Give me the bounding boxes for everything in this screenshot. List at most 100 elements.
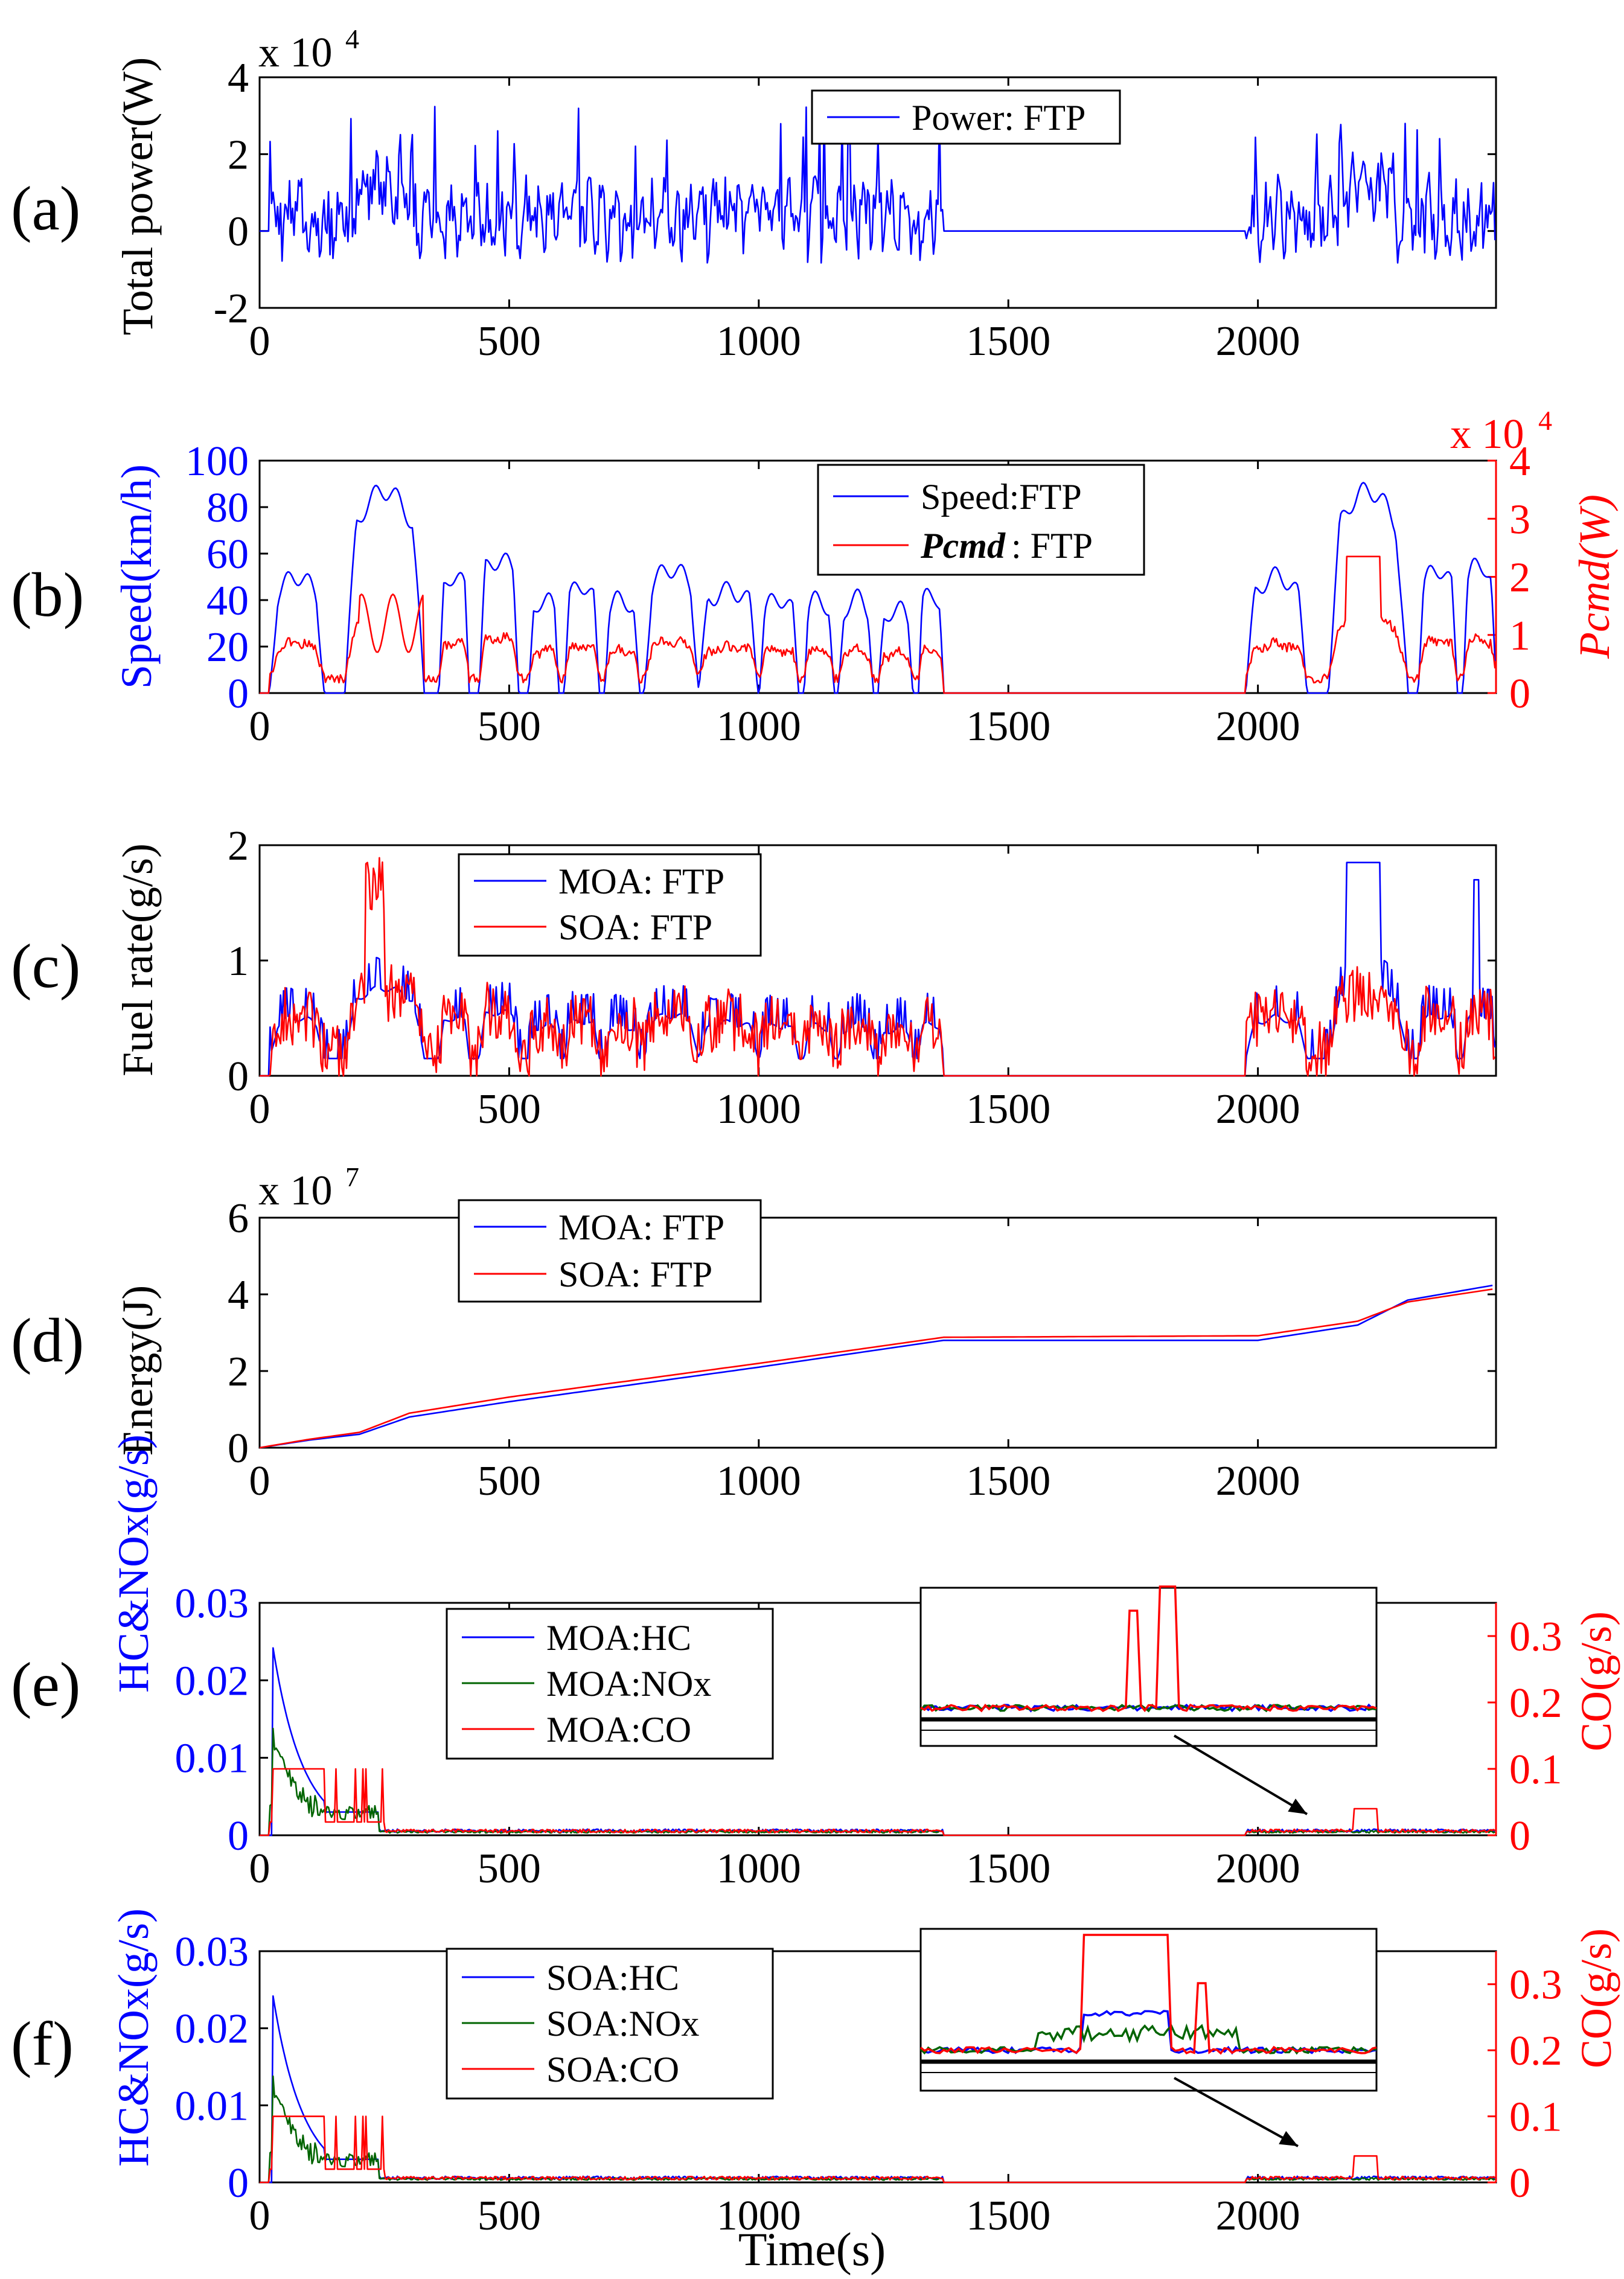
legend-label-hc-f: SOA:HC: [546, 1958, 679, 1998]
y-axis-label-a: Total power(W): [113, 57, 162, 336]
x-tick-label-c-1: 500: [478, 1086, 541, 1133]
y-tick-label-f-1: 0.01: [175, 2083, 249, 2129]
series-line-b-1: [260, 555, 1496, 694]
x-tick-label-d-0: 0: [249, 1458, 270, 1504]
y-tick-label-e-0: 0: [228, 1813, 249, 1859]
x-tick-label-b-3: 1500: [966, 703, 1050, 750]
y-tick-label-c-0: 0: [228, 1053, 249, 1100]
legend-a: Power: FTP: [811, 89, 1121, 145]
inset-arrow-head-e: [1288, 1798, 1307, 1814]
x-tick-label-a-4: 2000: [1216, 318, 1300, 365]
y-multiplier-exp-a: 4: [345, 24, 359, 54]
x-tick-label-f-1: 500: [478, 2193, 541, 2239]
y-tick-label-f-0: 0: [228, 2160, 249, 2207]
panel-a: (a) Total power(W) x 10 4 0 500 1000 1500 20…: [11, 24, 1497, 365]
y-tick-label-a-2: 2: [228, 132, 249, 178]
x-tick-label-a-1: 500: [478, 318, 541, 365]
x-tick-label-e-1: 500: [478, 1846, 541, 1892]
y-tick-label-e-3: 0.03: [175, 1581, 249, 1627]
y2-multiplier-exp-b: 4: [1538, 405, 1552, 436]
y2-tick-label-e-0: 0: [1509, 1813, 1530, 1859]
legend-label-co-f: SOA:CO: [546, 2050, 679, 2089]
y2-tick-label-b-2: 2: [1509, 555, 1530, 601]
x-tick-label-e-4: 2000: [1216, 1846, 1300, 1892]
y2-tick-label-b-1: 1: [1509, 613, 1530, 659]
y-multiplier-d: x 10: [258, 1168, 333, 1214]
inset-arrow-line-f: [1174, 2077, 1299, 2147]
series-line-f-2: [260, 2115, 1496, 2184]
legend-label-moa-c: MOA: FTP: [558, 861, 724, 901]
x-tick-label-d-4: 2000: [1216, 1458, 1300, 1504]
legend-f: SOA:HC SOA:NOx SOA:CO: [446, 1948, 774, 2100]
panel-label-a: (a): [11, 174, 80, 243]
x-tick-label-f-0: 0: [249, 2193, 270, 2239]
series-line-d-0: [259, 1284, 1493, 1449]
series-line-b-0: [260, 482, 1496, 694]
x-tick-label-d-2: 1000: [717, 1458, 801, 1504]
y2-tick-label-e-3: 0.3: [1509, 1614, 1562, 1660]
series-line-f-1: [260, 2075, 1495, 2184]
y-tick-label-f-3: 0.03: [175, 1929, 249, 1975]
x-tick-label-e-3: 1500: [966, 1846, 1050, 1892]
plot-area-f: 0 500 1000 1500 2000 0 0.01 0.02 0.03 0 0.1 0.2 0.3: [175, 1929, 1562, 2239]
legend-label-power: Power: FTP: [912, 98, 1085, 138]
x-tick-label-c-2: 1000: [717, 1086, 801, 1133]
legend-label-hc-e: MOA:HC: [546, 1618, 691, 1658]
x-tick-label-f-3: 1500: [966, 2193, 1050, 2239]
y-tick-label-b-5: 100: [185, 438, 249, 485]
legend-box-d: [458, 1199, 762, 1303]
y-tick-label-b-4: 80: [206, 485, 249, 531]
y-tick-label-e-1: 0.01: [175, 1736, 249, 1782]
legend-label-pcmd-rest: : FTP: [1011, 526, 1093, 566]
x-tick-label-c-3: 1500: [966, 1086, 1050, 1133]
y-tick-label-b-3: 60: [206, 531, 249, 578]
x-tick-label-a-0: 0: [249, 318, 270, 365]
y-tick-label-b-0: 0: [228, 671, 249, 717]
x-tick-label-c-0: 0: [249, 1086, 270, 1133]
legend-label-nox-e: MOA:NOx: [546, 1664, 711, 1704]
inset-frame-e: [919, 1587, 1378, 1747]
series-line-e-2: [260, 1768, 1496, 1836]
y2-tick-label-b-0: 0: [1509, 671, 1530, 717]
inset-frame-f: [919, 1928, 1378, 2092]
legend-d: MOA: FTP SOA: FTP: [458, 1199, 762, 1303]
y-tick-label-a-0: -2: [214, 286, 249, 332]
inset-series-e-0: [919, 1703, 1377, 1713]
x-tick-label-f-2: 1000: [717, 2193, 801, 2239]
y-axis-label-c: Fuel rate(g/s): [113, 843, 162, 1076]
y2-axis-label-f: CO(g/s): [1572, 1928, 1620, 2068]
legend-label-soa-d: SOA: FTP: [558, 1255, 712, 1294]
y2-tick-label-e-2: 0.2: [1509, 1680, 1562, 1727]
inset-series-f-2: [919, 1934, 1377, 2055]
y2-multiplier-b: x 10: [1450, 411, 1524, 458]
x-axis-label: Time(s): [738, 2223, 886, 2275]
legend-label-moa-d: MOA: FTP: [558, 1207, 724, 1247]
y-tick-label-b-1: 20: [206, 624, 249, 671]
y-tick-label-d-1: 2: [228, 1349, 249, 1395]
legend-e: MOA:HC MOA:NOx MOA:CO: [446, 1608, 774, 1760]
series-line-a-0: [260, 105, 1496, 264]
y-axis-label-b: Speed(km/h): [112, 464, 161, 689]
legend-box-b: [817, 464, 1145, 576]
y-tick-label-f-2: 0.02: [175, 2006, 249, 2053]
y2-tick-label-f-1: 0.1: [1509, 2094, 1562, 2141]
y-axis-label-f: HC&NOx(g/s): [109, 1908, 158, 2167]
panel-c: (c) Fuel rate(g/s) 0 500 1000 1500 2000 0 1 2 M…: [11, 823, 1497, 1133]
y2-tick-label-f-0: 0: [1509, 2160, 1530, 2207]
y2-tick-label-e-1: 0.1: [1509, 1747, 1562, 1793]
panel-label-e: (e): [11, 1650, 80, 1719]
panel-label-b: (b): [11, 560, 84, 630]
y2-tick-label-b-4: 4: [1509, 438, 1530, 485]
y-axis-label-d: Energy(J): [113, 1285, 162, 1456]
panel-d: (d) Energy(J) x 10 7 0 500 1000 1500 2000 0 2 4…: [11, 1162, 1497, 1504]
y2-tick-label-f-2: 0.2: [1509, 2028, 1562, 2074]
y-tick-label-d-0: 0: [228, 1425, 249, 1472]
y-tick-label-c-2: 2: [228, 823, 249, 869]
panel-e: (e) HC&NOx(g/s) CO(g/s) 0 500 1000 1500 2000…: [11, 1434, 1620, 1892]
inset-series-f-1: [919, 2023, 1377, 2055]
legend-box-c: [458, 853, 762, 957]
x-tick-label-a-2: 1000: [717, 318, 801, 365]
x-tick-label-b-2: 1000: [717, 703, 801, 750]
